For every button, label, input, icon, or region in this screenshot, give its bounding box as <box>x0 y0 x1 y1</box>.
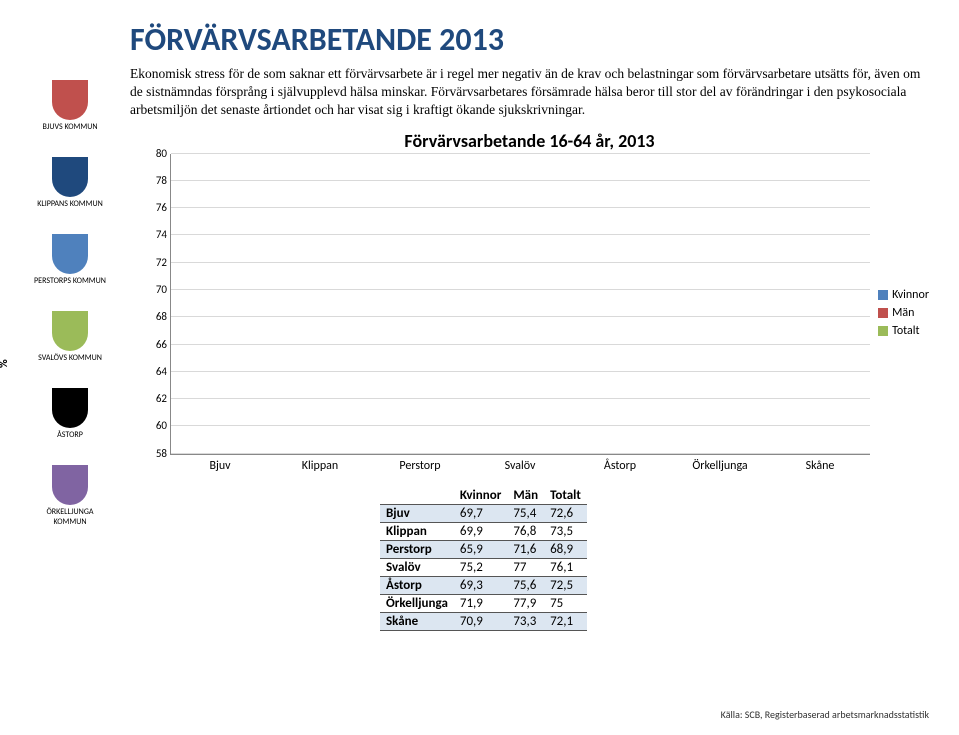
x-axis-labels: Bjuv Klippan Perstorp Svalöv Åstorp Örkelljun… <box>170 459 870 473</box>
table-row: Bjuv69,775,472,6 <box>380 504 587 522</box>
legend-label: Totalt <box>892 324 920 338</box>
logo-label: SVALÖVS KOMMUN <box>38 353 102 363</box>
table-cell: 69,9 <box>454 522 507 540</box>
table-cell: 73,5 <box>544 522 587 540</box>
x-tick-label: Skåne <box>782 459 859 473</box>
table-cell: 76,8 <box>507 522 544 540</box>
table-row: Skåne70,973,372,1 <box>380 612 587 630</box>
y-tick-label: 70 <box>141 283 167 296</box>
source-text: Källa: SCB, Registerbaserad arbetsmarkna… <box>721 708 929 721</box>
shield-icon <box>52 80 88 120</box>
legend-swatch <box>878 326 888 336</box>
municipality-logo: BJUVS KOMMUN <box>30 80 110 132</box>
municipality-logo: ÅSTORP <box>30 388 110 440</box>
legend-item: Kvinnor <box>878 288 929 302</box>
shield-icon <box>52 157 88 197</box>
legend-swatch <box>878 308 888 318</box>
logo-label: ÅSTORP <box>57 430 83 440</box>
municipality-logo: ÖRKELLJUNGA KOMMUN <box>30 465 110 527</box>
logo-label: ÖRKELLJUNGA KOMMUN <box>30 507 110 527</box>
table-cell: 70,9 <box>454 612 507 630</box>
row-header: Skåne <box>380 612 454 630</box>
x-tick-label: Åstorp <box>582 459 659 473</box>
row-header: Svalöv <box>380 558 454 576</box>
table-header: Kvinnor <box>454 487 507 505</box>
table-cell: 65,9 <box>454 540 507 558</box>
table-cell: 75,4 <box>507 504 544 522</box>
table-cell: 73,3 <box>507 612 544 630</box>
table-header <box>380 487 454 505</box>
logo-label: BJUVS KOMMUN <box>42 122 97 132</box>
x-tick-label: Klippan <box>282 459 359 473</box>
table-cell: 69,3 <box>454 576 507 594</box>
municipality-logo: SVALÖVS KOMMUN <box>30 311 110 363</box>
y-tick-label: 66 <box>141 338 167 351</box>
y-tick-label: 72 <box>141 256 167 269</box>
bar-chart: 586062646668707274767880 <box>170 154 870 455</box>
y-tick-label: 64 <box>141 365 167 378</box>
legend-item: Totalt <box>878 324 929 338</box>
shield-icon <box>52 465 88 505</box>
x-tick-label: Örkelljunga <box>682 459 759 473</box>
table-cell: 75,6 <box>507 576 544 594</box>
logo-sidebar: BJUVS KOMMUN KLIPPANS KOMMUN PERSTORPS KOM… <box>30 20 110 631</box>
table-cell: 75 <box>544 594 587 612</box>
x-tick-label: Svalöv <box>482 459 559 473</box>
shield-icon <box>52 311 88 351</box>
table-cell: 77 <box>507 558 544 576</box>
table-cell: 72,6 <box>544 504 587 522</box>
intro-text: Ekonomisk stress för de som saknar ett f… <box>130 65 929 120</box>
table-cell: 71,9 <box>454 594 507 612</box>
table-row: Åstorp69,375,672,5 <box>380 576 587 594</box>
legend-item: Män <box>878 306 929 320</box>
row-header: Bjuv <box>380 504 454 522</box>
table-cell: 69,7 <box>454 504 507 522</box>
municipality-logo: PERSTORPS KOMMUN <box>30 234 110 286</box>
table-row: Klippan69,976,873,5 <box>380 522 587 540</box>
page-title: FÖRVÄRVSARBETANDE 2013 <box>130 20 929 59</box>
table-cell: 76,1 <box>544 558 587 576</box>
data-table: KvinnorMänTotaltBjuv69,775,472,6Klippan6… <box>380 487 587 631</box>
chart-legend: Kvinnor Män Totalt <box>878 284 929 342</box>
shield-icon <box>52 388 88 428</box>
x-tick-label: Perstorp <box>382 459 459 473</box>
legend-swatch <box>878 290 888 300</box>
table-row: Svalöv75,27776,1 <box>380 558 587 576</box>
row-header: Perstorp <box>380 540 454 558</box>
chart-title: Förvärvsarbetande 16-64 år, 2013 <box>130 130 929 152</box>
y-axis-label: % <box>0 359 11 368</box>
y-tick-label: 74 <box>141 228 167 241</box>
x-tick-label: Bjuv <box>182 459 259 473</box>
municipality-logo: KLIPPANS KOMMUN <box>30 157 110 209</box>
y-tick-label: 68 <box>141 310 167 323</box>
table-row: Perstorp65,971,668,9 <box>380 540 587 558</box>
table-header: Män <box>507 487 544 505</box>
y-tick-label: 62 <box>141 392 167 405</box>
logo-label: KLIPPANS KOMMUN <box>37 199 103 209</box>
y-tick-label: 78 <box>141 174 167 187</box>
y-tick-label: 58 <box>141 447 167 460</box>
legend-label: Män <box>892 306 914 320</box>
table-cell: 72,5 <box>544 576 587 594</box>
table-cell: 77,9 <box>507 594 544 612</box>
shield-icon <box>52 234 88 274</box>
table-cell: 75,2 <box>454 558 507 576</box>
row-header: Örkelljunga <box>380 594 454 612</box>
y-tick-label: 76 <box>141 201 167 214</box>
y-tick-label: 80 <box>141 147 167 160</box>
table-row: Örkelljunga71,977,975 <box>380 594 587 612</box>
y-tick-label: 60 <box>141 419 167 432</box>
table-header: Totalt <box>544 487 587 505</box>
legend-label: Kvinnor <box>892 288 929 302</box>
table-cell: 71,6 <box>507 540 544 558</box>
table-cell: 68,9 <box>544 540 587 558</box>
row-header: Åstorp <box>380 576 454 594</box>
table-cell: 72,1 <box>544 612 587 630</box>
row-header: Klippan <box>380 522 454 540</box>
logo-label: PERSTORPS KOMMUN <box>34 276 106 286</box>
